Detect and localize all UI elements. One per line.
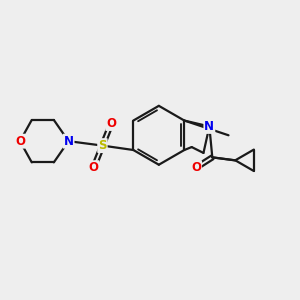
Text: O: O — [15, 135, 25, 148]
Text: S: S — [98, 139, 107, 152]
Text: O: O — [88, 161, 99, 174]
Text: N: N — [64, 135, 74, 148]
Text: O: O — [191, 161, 201, 174]
Text: O: O — [106, 117, 116, 130]
Text: N: N — [204, 120, 214, 133]
